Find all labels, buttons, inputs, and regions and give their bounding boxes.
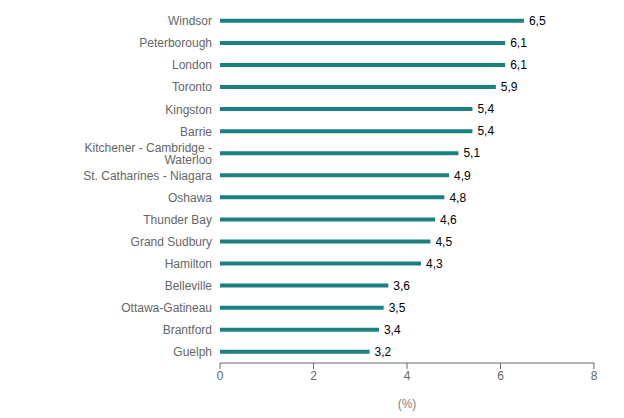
svg-text:5,9: 5,9 <box>501 80 518 94</box>
svg-text:4,9: 4,9 <box>454 169 471 183</box>
svg-text:5,4: 5,4 <box>477 124 494 138</box>
svg-text:Thunder Bay: Thunder Bay <box>143 213 212 227</box>
svg-text:0: 0 <box>217 369 224 383</box>
svg-text:4,6: 4,6 <box>440 213 457 227</box>
svg-text:Hamilton: Hamilton <box>165 257 212 271</box>
svg-text:3,2: 3,2 <box>375 345 392 359</box>
svg-text:3,6: 3,6 <box>393 279 410 293</box>
svg-text:5,1: 5,1 <box>463 146 480 160</box>
svg-text:Belleville: Belleville <box>165 279 213 293</box>
svg-text:Toronto: Toronto <box>172 80 212 94</box>
svg-text:Brantford: Brantford <box>163 323 212 337</box>
svg-text:London: London <box>172 58 212 72</box>
svg-text:4,5: 4,5 <box>435 235 452 249</box>
svg-text:6: 6 <box>497 369 504 383</box>
svg-text:Grand Sudbury: Grand Sudbury <box>131 235 212 249</box>
svg-text:Kingston: Kingston <box>165 103 212 117</box>
svg-text:5,4: 5,4 <box>477 102 494 116</box>
svg-text:Oshawa: Oshawa <box>168 191 212 205</box>
svg-text:Windsor: Windsor <box>168 14 212 28</box>
svg-text:6,5: 6,5 <box>529 14 546 28</box>
svg-text:4,3: 4,3 <box>426 257 443 271</box>
svg-text:3,4: 3,4 <box>384 323 401 337</box>
svg-text:8: 8 <box>591 369 598 383</box>
svg-text:6,1: 6,1 <box>510 36 527 50</box>
svg-text:Peterborough: Peterborough <box>139 36 212 50</box>
svg-text:3,5: 3,5 <box>389 301 406 315</box>
svg-text:(%): (%) <box>398 397 417 411</box>
svg-text:Kitchener - Cambridge -Waterlo: Kitchener - Cambridge -Waterloo <box>85 141 213 167</box>
svg-text:Ottawa-Gatineau: Ottawa-Gatineau <box>121 301 212 315</box>
svg-text:4,8: 4,8 <box>449 191 466 205</box>
svg-text:Guelph: Guelph <box>173 345 212 359</box>
svg-text:Barrie: Barrie <box>180 125 212 139</box>
svg-text:St. Catharines - Niagara: St. Catharines - Niagara <box>83 169 212 183</box>
svg-text:4: 4 <box>404 369 411 383</box>
svg-text:6,1: 6,1 <box>510 58 527 72</box>
svg-text:2: 2 <box>310 369 317 383</box>
